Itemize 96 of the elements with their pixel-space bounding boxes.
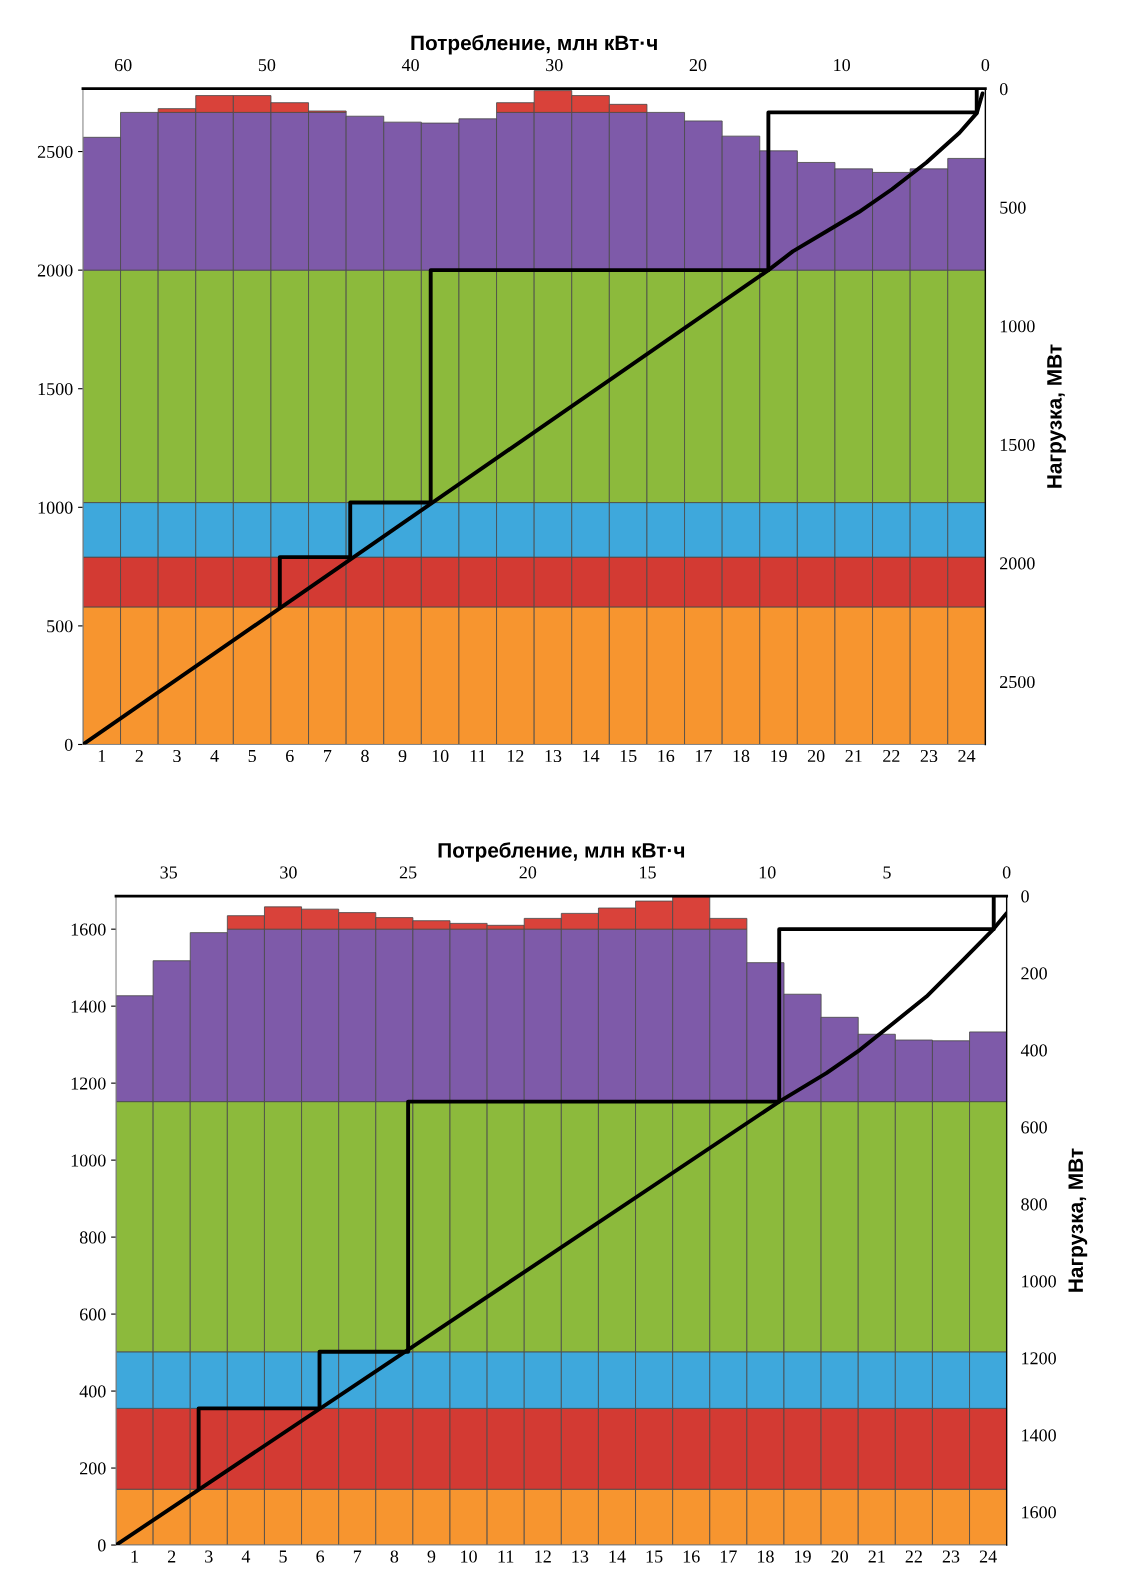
y-axis-title: Нагрузка, МВт bbox=[1068, 1148, 1088, 1292]
y-tick-label: 600 bbox=[79, 1308, 106, 1321]
x-tick-label: 3 bbox=[205, 1550, 213, 1563]
x-tick-label: 14 bbox=[609, 1550, 626, 1563]
y-tick-label: 1000 bbox=[38, 501, 73, 514]
x-tick-label: 24 bbox=[979, 1550, 997, 1563]
y-tick-label: 2500 bbox=[37, 145, 73, 158]
x-tick-label: 12 bbox=[507, 749, 524, 762]
x-tick-label: 22 bbox=[905, 1550, 922, 1563]
y-tick-label: 1000 bbox=[1000, 320, 1035, 333]
y-tick-label: 0 bbox=[1021, 890, 1029, 903]
x-axis-title: Потребление, млн кВт·ч bbox=[411, 34, 657, 55]
x-tick-label: 8 bbox=[390, 1550, 399, 1563]
x-tick-label: 60 bbox=[114, 58, 132, 72]
x-tick-label: 5 bbox=[279, 1550, 287, 1563]
x-tick-label: 12 bbox=[535, 1550, 551, 1563]
x-tick-label: 21 bbox=[845, 749, 862, 762]
x-tick-label: 50 bbox=[258, 58, 276, 72]
x-tick-label: 15 bbox=[640, 866, 656, 879]
x-tick-label: 7 bbox=[353, 1550, 362, 1563]
x-tick-label: 9 bbox=[398, 749, 407, 763]
x-tick-label: 20 bbox=[831, 1550, 848, 1563]
y-tick-label: 400 bbox=[1020, 1044, 1047, 1057]
x-tick-label: 10 bbox=[834, 58, 850, 72]
x-tick-label: 2 bbox=[167, 1550, 176, 1563]
x-tick-label: 21 bbox=[868, 1550, 885, 1563]
y-tick-label: 1000 bbox=[1022, 1275, 1056, 1288]
x-tick-label: 40 bbox=[401, 58, 419, 72]
y-tick-label: 1500 bbox=[1000, 438, 1035, 451]
y-tick-label: 1500 bbox=[38, 382, 73, 396]
x-axis-title: Потребление, млн кВт·ч bbox=[438, 842, 685, 862]
x-tick-label: 10 bbox=[432, 749, 449, 763]
x-tick-label: 17 bbox=[695, 749, 712, 762]
x-tick-label: 1 bbox=[131, 1550, 139, 1563]
x-tick-label: 9 bbox=[427, 1550, 436, 1563]
x-tick-label: 22 bbox=[883, 749, 900, 762]
x-tick-label: 30 bbox=[280, 866, 297, 879]
y-tick-label: 2000 bbox=[37, 264, 73, 277]
y-tick-label: 600 bbox=[1021, 1121, 1047, 1134]
x-tick-label: 5 bbox=[883, 866, 891, 879]
y-tick-label: 0 bbox=[97, 1539, 106, 1552]
y-tick-label: 400 bbox=[79, 1385, 106, 1398]
y-tick-label: 1400 bbox=[71, 1000, 106, 1013]
y-tick-label: 500 bbox=[47, 620, 73, 633]
x-tick-label: 0 bbox=[981, 58, 990, 72]
y-tick-label: 200 bbox=[1021, 967, 1047, 980]
y-axis-title: Нагрузка, МВт bbox=[1047, 344, 1066, 488]
x-tick-label: 3 bbox=[173, 749, 181, 763]
x-tick-label: 23 bbox=[920, 749, 938, 763]
x-tick-label: 18 bbox=[758, 1550, 774, 1563]
y-tick-label: 1400 bbox=[1022, 1429, 1056, 1442]
y-tick-label: 1200 bbox=[1022, 1352, 1056, 1365]
x-tick-label: 13 bbox=[545, 749, 562, 763]
y-tick-label: 800 bbox=[79, 1231, 106, 1244]
x-tick-label: 17 bbox=[720, 1550, 737, 1563]
y-tick-label: 1000 bbox=[71, 1154, 106, 1167]
y-tick-label: 500 bbox=[1000, 201, 1026, 214]
y-tick-label: 2500 bbox=[1000, 675, 1035, 689]
x-tick-label: 24 bbox=[958, 749, 976, 762]
x-tick-label: 8 bbox=[361, 749, 369, 763]
x-tick-label: 10 bbox=[461, 1550, 477, 1563]
y-tick-label: 800 bbox=[1021, 1198, 1047, 1211]
x-tick-label: 16 bbox=[658, 749, 675, 763]
x-tick-label: 13 bbox=[572, 1550, 589, 1563]
x-tick-label: 4 bbox=[210, 749, 219, 762]
x-tick-label: 20 bbox=[519, 866, 537, 879]
x-tick-label: 15 bbox=[646, 1550, 663, 1563]
x-tick-label: 16 bbox=[683, 1550, 700, 1563]
y-tick-label: 1200 bbox=[71, 1077, 106, 1090]
y-tick-label: 1600 bbox=[71, 923, 106, 936]
y-tick-label: 1600 bbox=[1022, 1506, 1056, 1519]
y-tick-label: 2000 bbox=[1000, 557, 1035, 570]
x-tick-label: 23 bbox=[942, 1550, 960, 1563]
y-tick-label: 0 bbox=[999, 82, 1008, 96]
x-tick-label: 6 bbox=[316, 1550, 325, 1563]
y-tick-label: 0 bbox=[64, 738, 73, 751]
x-tick-label: 11 bbox=[498, 1550, 514, 1563]
x-tick-label: 15 bbox=[620, 749, 637, 763]
x-tick-label: 19 bbox=[771, 749, 787, 763]
x-tick-label: 18 bbox=[733, 749, 750, 763]
x-tick-label: 35 bbox=[160, 866, 178, 879]
y-tick-label: 200 bbox=[80, 1462, 106, 1475]
x-tick-label: 10 bbox=[759, 866, 776, 879]
x-tick-label: 11 bbox=[470, 749, 486, 762]
x-tick-label: 20 bbox=[807, 749, 825, 763]
x-tick-label: 7 bbox=[324, 750, 332, 762]
x-tick-label: 30 bbox=[546, 58, 563, 72]
x-tick-label: 25 bbox=[399, 866, 417, 879]
x-tick-label: 5 bbox=[248, 750, 256, 763]
x-tick-label: 14 bbox=[583, 749, 600, 762]
x-tick-label: 2 bbox=[135, 749, 143, 762]
x-tick-label: 19 bbox=[795, 1550, 811, 1563]
x-tick-label: 20 bbox=[689, 58, 707, 72]
x-tick-label: 4 bbox=[241, 1550, 251, 1563]
x-tick-label: 1 bbox=[98, 749, 106, 762]
x-tick-label: 6 bbox=[286, 749, 294, 763]
